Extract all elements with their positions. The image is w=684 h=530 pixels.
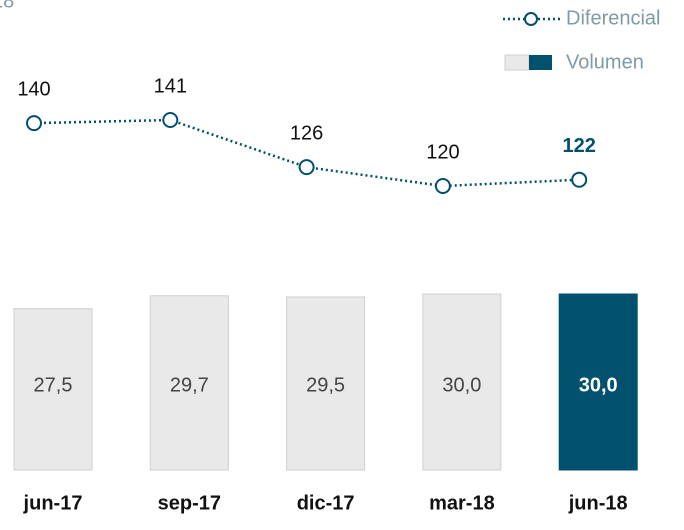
x-tick-label: dic-17: [297, 492, 355, 514]
line-value-label: 141: [154, 75, 187, 97]
bar-value-label: 30,0: [579, 374, 618, 396]
line-value-label: 140: [17, 78, 50, 100]
x-tick-label: jun-17: [23, 492, 83, 514]
chart-title: 18: [0, 0, 14, 12]
line-marker: [298, 159, 315, 176]
x-tick-label: sep-17: [158, 492, 221, 514]
line-value-label: 120: [426, 141, 459, 163]
line-value-label: 122: [563, 135, 596, 157]
bar: [286, 296, 366, 471]
legend-label: Volumen: [566, 51, 644, 73]
line-value-label: 126: [290, 122, 323, 144]
x-tick-label: jun-18: [568, 492, 628, 514]
x-tick-label: mar-18: [429, 492, 495, 514]
line-marker: [162, 112, 179, 128]
legend-swatch: [504, 54, 530, 71]
bar: [422, 293, 502, 471]
bar-value-label: 29,5: [306, 374, 345, 396]
bar: [558, 293, 638, 471]
bar-value-label: 29,7: [170, 374, 209, 396]
line-marker: [571, 171, 588, 188]
legend-swatch: [529, 55, 552, 70]
bar: [13, 308, 93, 471]
line-marker: [434, 178, 451, 194]
bar-value-label: 30,0: [442, 374, 481, 396]
bar-value-label: 27,5: [34, 374, 73, 396]
legend-marker: [524, 12, 538, 26]
line-marker: [26, 115, 42, 132]
bar: [149, 295, 229, 471]
legend-label: Diferencial: [566, 7, 660, 29]
